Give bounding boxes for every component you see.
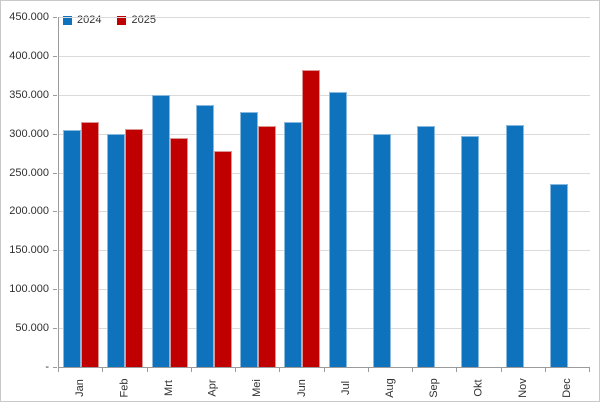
x-axis-label-text: Sep — [428, 378, 441, 398]
plot-area — [58, 17, 590, 368]
gridline — [59, 250, 590, 252]
x-axis-tick-mark — [412, 368, 413, 372]
gridline — [59, 172, 590, 174]
x-axis-label-text: Jun — [295, 379, 308, 397]
gridline — [59, 133, 590, 135]
x-axis-label-sep: Sep — [420, 373, 448, 399]
y-axis-tick-mark — [53, 367, 57, 368]
x-axis-label-jul: Jul — [332, 373, 360, 399]
legend-swatch-2024-icon — [63, 15, 72, 25]
bar-2025-mrt — [169, 137, 188, 367]
x-axis-tick-mark — [102, 368, 104, 372]
bar-2024-jan — [63, 129, 82, 367]
bar-2024-okt — [461, 136, 480, 367]
bar-2024-jul — [328, 91, 347, 367]
bar-2024-sep — [417, 125, 436, 367]
x-axis-label-aug: Aug — [376, 373, 404, 399]
y-axis-tick-label: 250.000 — [9, 166, 49, 179]
x-axis-tick-mark — [279, 368, 281, 372]
x-axis-label-text: Jan — [74, 379, 87, 397]
x-axis-label-text: Okt — [472, 379, 485, 397]
x-axis-tick-mark — [589, 368, 590, 372]
x-axis-label-text: Apr — [206, 379, 219, 397]
x-axis-label-jun: Jun — [287, 373, 315, 399]
x-axis-label-nov: Nov — [509, 373, 537, 399]
y-axis-tick-mark — [53, 250, 57, 252]
x-axis-tick-mark — [235, 368, 236, 372]
gridline — [59, 55, 590, 57]
bar-2024-jun — [284, 122, 303, 367]
x-axis-label-mei: Mei — [243, 373, 271, 399]
gridline — [59, 328, 590, 330]
x-axis-tick-mark — [190, 368, 192, 372]
x-axis-label-apr: Apr — [199, 373, 227, 399]
y-axis-tick-mark — [53, 289, 57, 291]
bar-2025-jan — [81, 122, 100, 367]
x-axis-tick-mark — [500, 368, 502, 372]
bar-2025-jun — [302, 69, 321, 367]
bar-2024-dec — [549, 184, 568, 367]
x-axis-label-dec: Dec — [553, 373, 581, 399]
x-axis-label-mrt: Mrt — [155, 373, 183, 399]
y-axis-tick-label: 200.000 — [9, 205, 49, 218]
legend-swatch-2025-icon — [117, 15, 127, 25]
y-axis-tick-label: 400.000 — [9, 49, 49, 62]
y-axis-tick-label: 450.000 — [9, 11, 49, 23]
x-axis-tick-mark — [323, 368, 325, 372]
y-axis-tick-mark — [53, 17, 57, 18]
gridline — [59, 211, 590, 213]
bar-2024-nov — [505, 125, 524, 367]
y-axis-tick-label: 300.000 — [9, 127, 49, 140]
x-axis-label-text: Nov — [516, 378, 529, 398]
x-axis-label-text: Aug — [383, 378, 396, 398]
bar-2025-feb — [125, 129, 144, 367]
x-axis-label-text: Dec — [560, 378, 573, 398]
y-axis-tick-label: 100.000 — [9, 283, 49, 296]
y-axis-tick-mark — [53, 94, 57, 96]
y-axis-tick-mark — [53, 133, 57, 135]
x-axis-label-text: Mrt — [162, 380, 175, 396]
x-axis-label-jan: Jan — [66, 373, 94, 399]
bar-2024-feb — [107, 133, 126, 367]
y-axis-tick-label: 50.000 — [15, 322, 49, 335]
y-axis-tick-mark — [53, 172, 57, 174]
bar-2024-apr — [195, 104, 214, 367]
x-axis-tick-mark — [456, 368, 458, 372]
bar-2024-aug — [372, 133, 391, 367]
bar-2025-apr — [213, 150, 232, 367]
x-axis-label-text: Mei — [251, 379, 264, 397]
y-axis-tick-mark — [53, 328, 57, 330]
x-axis-tick-mark — [544, 368, 546, 372]
y-axis-tick-mark — [53, 211, 57, 213]
gridline — [59, 17, 590, 18]
x-axis-tick-mark — [146, 368, 148, 372]
x-axis-label-feb: Feb — [110, 373, 138, 399]
x-axis-tick-mark — [58, 368, 59, 372]
gridline — [59, 289, 590, 291]
bar-2024-mrt — [151, 94, 170, 367]
x-axis-label-text: Jul — [339, 380, 352, 396]
bar-2025-mei — [258, 125, 277, 367]
y-axis-tick-label: 350.000 — [9, 88, 49, 101]
y-axis-tick-label: 150.000 — [9, 244, 49, 257]
y-axis-tick-label: - — [45, 361, 49, 373]
x-axis-label-okt: Okt — [464, 373, 492, 399]
y-axis-tick-mark — [53, 55, 57, 57]
x-axis-label-text: Feb — [118, 378, 131, 398]
gridline — [59, 94, 590, 96]
bar-2024-mei — [240, 111, 259, 367]
x-axis-tick-mark — [367, 368, 369, 372]
